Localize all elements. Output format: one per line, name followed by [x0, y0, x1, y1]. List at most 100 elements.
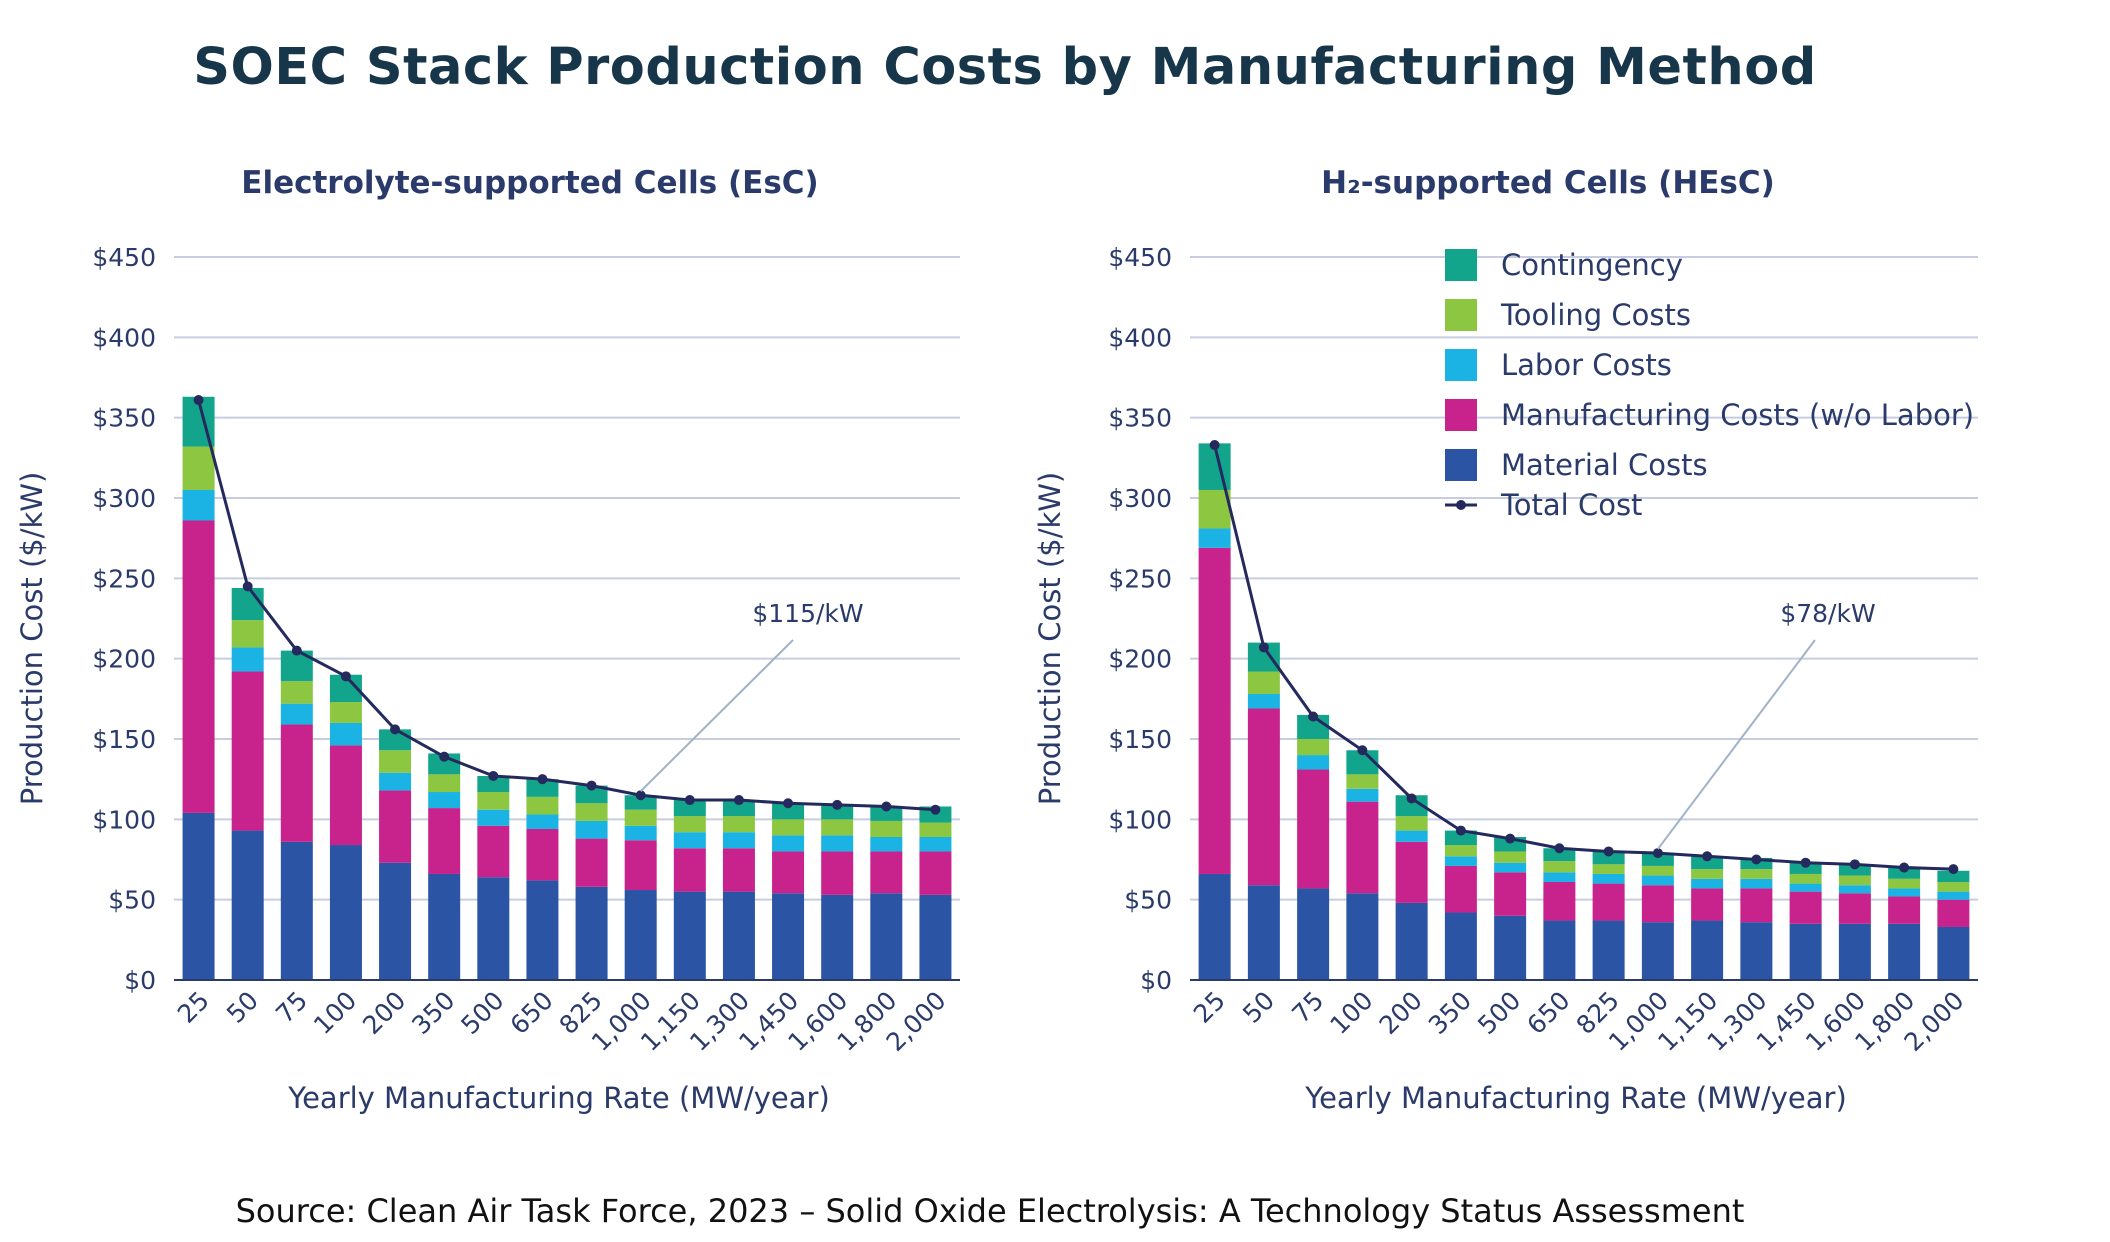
bar-segment-labor	[428, 792, 461, 809]
bar-segment-contingency	[575, 785, 608, 804]
bar-segment-manufacturing	[624, 840, 657, 891]
x-tick-label: 25	[172, 986, 215, 1029]
bar-segment-material	[1592, 920, 1625, 980]
y-tick-label: $0	[1140, 966, 1172, 995]
bar-segment-tooling	[821, 819, 854, 836]
legend-swatch-total-marker	[1456, 500, 1466, 510]
bar-segment-tooling	[1543, 861, 1576, 873]
legend-swatch-labor	[1445, 349, 1477, 381]
y-tick-label: $450	[92, 243, 156, 272]
legend: Contingency Tooling Costs Labor Costs Manuf…	[1445, 248, 1974, 522]
total-cost-point	[193, 394, 204, 405]
bar-segment-manufacturing	[1444, 865, 1477, 913]
source-note: Source: Clean Air Task Force, 2023 – Sol…	[235, 1192, 1745, 1230]
bar-segment-manufacturing	[919, 851, 952, 895]
bar-segment-manufacturing	[280, 724, 313, 842]
bar-segment-material	[1789, 923, 1822, 980]
bar-segment-material	[1641, 922, 1674, 980]
bar-segment-labor	[821, 835, 854, 852]
bar-segment-material	[280, 841, 313, 980]
legend-swatch-contingency	[1445, 249, 1477, 281]
total-cost-line	[1213, 444, 1954, 871]
y-tick-label: $350	[92, 404, 156, 433]
bar-segment-tooling	[1740, 869, 1773, 879]
bar-segment-tooling	[870, 820, 903, 838]
bar-segment-labor	[1494, 862, 1527, 873]
total-cost-point	[1849, 859, 1860, 870]
total-cost-point	[390, 724, 401, 735]
bar-segment-manufacturing	[673, 848, 706, 892]
bar-segment-labor	[624, 825, 657, 841]
bar-segment-tooling	[1444, 845, 1477, 857]
y-tick-label: $100	[1108, 805, 1172, 834]
bar-segment-tooling	[1247, 671, 1280, 695]
annotation-leader-line	[1657, 639, 1816, 850]
bar-segment-material	[1297, 888, 1330, 980]
legend-label-manufacturing: Manufacturing Costs (w/o Labor)	[1501, 398, 1974, 432]
y-tick-label: $250	[92, 564, 156, 593]
total-cost-point	[1357, 745, 1368, 756]
bar-segment-manufacturing	[722, 848, 755, 892]
bar-segment-labor	[673, 832, 706, 849]
bar-segment-labor	[1937, 891, 1970, 900]
bar-segment-contingency	[821, 804, 854, 820]
bar-segment-labor	[919, 837, 952, 852]
bar-segment-material	[1543, 920, 1576, 980]
bar-segment-labor	[1691, 878, 1724, 889]
y-tick-label: $200	[1108, 645, 1172, 674]
bar-segment-labor	[1297, 755, 1330, 770]
x-tick-label: 500	[455, 986, 509, 1040]
total-cost-point	[1948, 864, 1959, 875]
bar-segment-contingency	[1789, 862, 1822, 874]
legend-label-labor: Labor Costs	[1501, 348, 1672, 382]
bar-segment-material	[1888, 923, 1921, 980]
bar-segment-material	[182, 812, 215, 980]
x-tick-label: 350	[406, 986, 460, 1040]
bar-segment-tooling	[1888, 878, 1921, 889]
bar-segment-tooling	[280, 681, 313, 704]
bar-segment-material	[329, 845, 362, 980]
bar-segment-contingency	[1592, 851, 1625, 865]
total-cost-point	[635, 790, 646, 801]
bar-segment-material	[1395, 902, 1428, 980]
x-tick-label: 100	[308, 986, 362, 1040]
bar-segment-tooling	[1395, 816, 1428, 831]
bar-segment-material	[1838, 923, 1871, 980]
y-axis-label: Production Cost ($/kW)	[1033, 472, 1067, 806]
bar-segment-labor	[1543, 872, 1576, 882]
bar-segment-manufacturing	[182, 520, 215, 813]
y-tick-label: $0	[124, 966, 156, 995]
total-cost-point	[586, 780, 597, 791]
bar-segment-labor	[772, 835, 805, 852]
bar-segment-contingency	[722, 800, 755, 817]
bar-segment-material	[428, 873, 461, 980]
total-cost-point	[242, 581, 253, 592]
total-cost-point	[488, 770, 499, 781]
bar-segment-labor	[526, 814, 559, 829]
x-tick-label: 200	[357, 986, 411, 1040]
x-tick-label: 200	[1374, 986, 1428, 1040]
x-tick-label: 25	[1188, 986, 1231, 1029]
bar-segment-material	[1444, 912, 1477, 980]
bar-segment-labor	[722, 832, 755, 849]
bar-segment-material	[870, 893, 903, 980]
total-cost-point	[832, 799, 843, 810]
bar-segment-material	[575, 886, 608, 980]
x-tick-label: 650	[504, 986, 558, 1040]
y-tick-label: $400	[1108, 323, 1172, 352]
bar-segment-manufacturing	[1247, 708, 1280, 886]
bar-segment-material	[919, 894, 952, 980]
y-tick-label: $150	[1108, 725, 1172, 754]
chart-title: Electrolyte-supported Cells (EsC)	[241, 165, 818, 201]
bar-segment-manufacturing	[477, 825, 510, 878]
total-cost-point	[1505, 833, 1516, 844]
bar-segment-labor	[1395, 830, 1428, 842]
x-tick-label: 50	[221, 986, 264, 1029]
bar-segment-labor	[1198, 528, 1231, 548]
bar-segment-contingency	[1888, 867, 1921, 879]
bar-segment-tooling	[624, 809, 657, 826]
bar-segment-manufacturing	[1395, 841, 1428, 903]
bar-segment-material	[1247, 885, 1280, 980]
bar-segment-material	[379, 862, 412, 980]
bar-segment-material	[673, 891, 706, 980]
